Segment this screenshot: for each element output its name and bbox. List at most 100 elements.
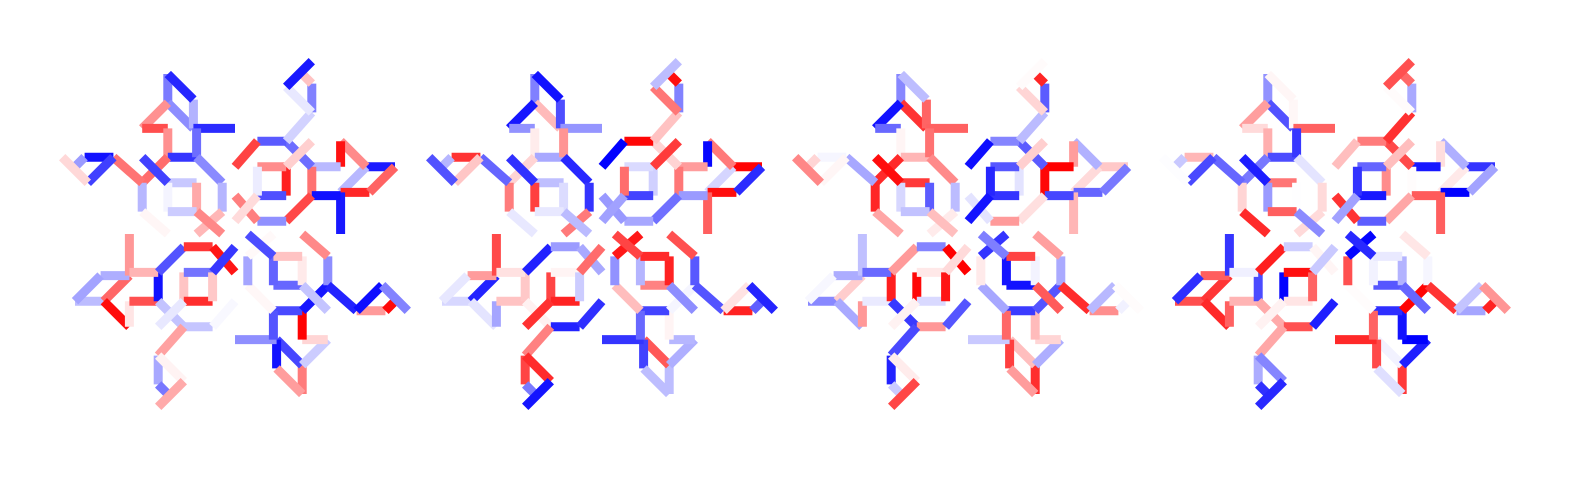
- lattice-bond: [1331, 138, 1361, 170]
- lattice-bond: [139, 208, 171, 238]
- lattice-bond: [1015, 109, 1049, 145]
- lattice-bond: [611, 230, 644, 260]
- lattice-panel-1: [59, 58, 411, 410]
- lattice-bond: [887, 323, 921, 359]
- lattice-bond: [843, 153, 879, 187]
- lattice-bond: [451, 154, 484, 186]
- lattice-panel-4: [1159, 58, 1511, 410]
- lattice-bond: [977, 282, 1010, 314]
- lattice-bond: [720, 282, 753, 314]
- lattice-bond: [324, 281, 360, 315]
- lattice-bond: [155, 298, 187, 330]
- lattice-bond: [650, 58, 682, 90]
- lattice-bond: [817, 154, 850, 186]
- lattice-bond: [438, 272, 471, 305]
- lattice-bond: [283, 83, 315, 116]
- lattice-bond: [155, 378, 187, 410]
- lattice-bond: [426, 154, 458, 186]
- lattice-bond: [193, 208, 226, 238]
- lattice-bond: [964, 192, 994, 225]
- lattice-bond: [691, 281, 727, 315]
- lattice-bond: [1383, 192, 1415, 225]
- lattice-bond: [477, 153, 513, 187]
- lattice-bond: [872, 154, 904, 186]
- lattice-bond: [977, 230, 1010, 260]
- lattice-bond: [1254, 323, 1288, 359]
- lattice-bond: [231, 138, 261, 170]
- lattice-bond: [964, 138, 994, 170]
- lattice-bond: [283, 192, 315, 225]
- lattice-bond: [1016, 83, 1048, 116]
- lattice-bond: [164, 70, 197, 103]
- lattice-bond: [598, 138, 628, 170]
- lattice-bond: [611, 282, 644, 314]
- lattice-panel-3: [792, 58, 1144, 410]
- lattice-bond: [926, 208, 959, 238]
- lattice-bond: [1264, 70, 1297, 103]
- lattice-bond: [379, 282, 411, 314]
- lattice-bond: [1331, 192, 1361, 225]
- lattice-bond: [209, 298, 239, 330]
- lattice-bond: [1383, 83, 1415, 116]
- lattice-bond: [897, 70, 930, 103]
- lattice-bond: [942, 298, 972, 330]
- lattice-bond: [84, 154, 117, 186]
- lattice-bond: [926, 154, 959, 186]
- lattice-bond: [1086, 282, 1119, 314]
- lattice-bond: [522, 243, 554, 276]
- lattice-bond: [1099, 163, 1132, 196]
- lattice-bond: [522, 298, 554, 330]
- lattice-bond: [1032, 230, 1064, 260]
- lattice-bond: [598, 192, 628, 225]
- lattice-bond: [1171, 154, 1188, 170]
- lattice-bond: [1016, 192, 1048, 225]
- lattice-bond: [244, 230, 277, 260]
- lattice-bond: [650, 83, 682, 116]
- lattice-bond: [1255, 381, 1271, 398]
- lattice-bond: [1309, 243, 1339, 276]
- lattice-bond: [59, 154, 91, 186]
- lattice-bond: [1239, 154, 1271, 186]
- lattice-bond: [1112, 282, 1144, 314]
- lattice-bond: [1344, 282, 1377, 314]
- lattice-bond: [1210, 153, 1246, 187]
- lattice-bond: [1399, 70, 1415, 87]
- lattice-bond: [71, 272, 104, 305]
- lattice-bond: [154, 323, 188, 359]
- lattice-bond: [438, 154, 455, 170]
- lattice-bond: [1344, 230, 1377, 260]
- lattice-bond: [521, 323, 555, 359]
- lattice-bond: [649, 109, 683, 145]
- lattice-bond: [299, 230, 331, 260]
- lattice-bond: [1032, 282, 1064, 314]
- lattice-bond: [282, 109, 316, 145]
- lattice-bond: [1293, 208, 1326, 238]
- lattice-bond: [666, 70, 682, 87]
- lattice-bond: [155, 381, 171, 398]
- lattice-bond: [746, 282, 778, 314]
- lattice-bond: [1184, 154, 1217, 186]
- lattice-bond: [666, 230, 698, 260]
- lattice-bond: [1006, 365, 1039, 398]
- lattice-bond: [193, 154, 226, 186]
- lattice-bond: [299, 70, 315, 87]
- lattice-bond: [71, 154, 88, 170]
- lattice-bond: [576, 243, 606, 276]
- lattice-bond: [382, 298, 399, 314]
- lattice-bond: [110, 153, 146, 187]
- lattice-bond: [231, 192, 261, 225]
- lattice-bond: [1239, 208, 1271, 238]
- lattice-bond: [366, 163, 399, 196]
- lattice-bond: [506, 208, 538, 238]
- lattice-bond: [650, 138, 682, 170]
- lattice-bond: [1399, 282, 1431, 314]
- lattice-bond: [1479, 282, 1511, 314]
- lattice-bond: [522, 381, 538, 398]
- lattice-bond: [1032, 70, 1048, 87]
- lattice-bond: [1453, 282, 1486, 314]
- lattice-bond: [1057, 281, 1093, 315]
- lattice-bond: [1171, 272, 1204, 305]
- lattice-bond: [666, 282, 698, 314]
